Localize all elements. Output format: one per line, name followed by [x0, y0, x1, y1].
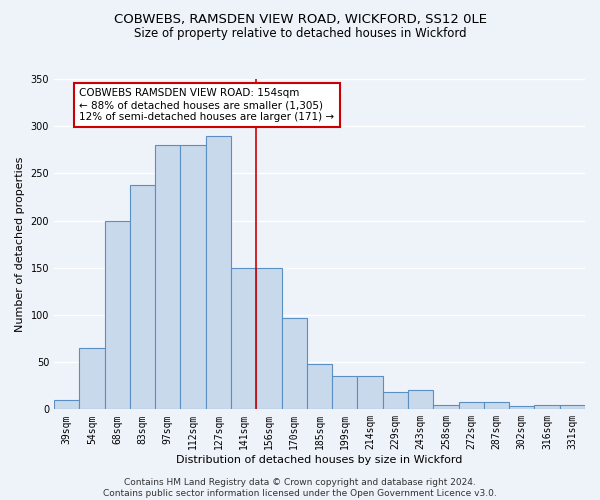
Bar — [535, 404, 560, 409]
Bar — [206, 136, 231, 409]
Text: Contains HM Land Registry data © Crown copyright and database right 2024.
Contai: Contains HM Land Registry data © Crown c… — [103, 478, 497, 498]
Bar — [181, 145, 206, 409]
Bar — [155, 145, 181, 409]
Bar — [408, 390, 433, 409]
Bar — [332, 376, 358, 410]
X-axis label: Distribution of detached houses by size in Wickford: Distribution of detached houses by size … — [176, 455, 463, 465]
Bar — [358, 376, 383, 410]
Bar — [383, 392, 408, 409]
Bar — [54, 400, 79, 409]
Bar — [281, 318, 307, 410]
Y-axis label: Number of detached properties: Number of detached properties — [15, 156, 25, 332]
Bar — [458, 402, 484, 409]
Text: COBWEBS, RAMSDEN VIEW ROAD, WICKFORD, SS12 0LE: COBWEBS, RAMSDEN VIEW ROAD, WICKFORD, SS… — [113, 12, 487, 26]
Bar — [256, 268, 281, 410]
Bar — [509, 406, 535, 409]
Bar — [104, 220, 130, 410]
Bar — [433, 404, 458, 409]
Bar — [484, 402, 509, 409]
Bar — [307, 364, 332, 410]
Bar — [560, 404, 585, 409]
Bar — [231, 268, 256, 410]
Bar — [79, 348, 104, 410]
Bar — [130, 184, 155, 410]
Text: COBWEBS RAMSDEN VIEW ROAD: 154sqm
← 88% of detached houses are smaller (1,305)
1: COBWEBS RAMSDEN VIEW ROAD: 154sqm ← 88% … — [79, 88, 334, 122]
Text: Size of property relative to detached houses in Wickford: Size of property relative to detached ho… — [134, 28, 466, 40]
